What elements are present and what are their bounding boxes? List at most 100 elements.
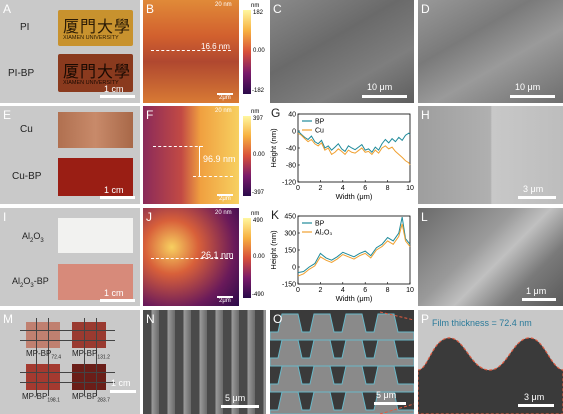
cb-unit: nm bbox=[251, 3, 260, 9]
scale-text: 1 cm bbox=[104, 288, 124, 298]
panel-label: I bbox=[3, 210, 7, 224]
cb-min: -490 bbox=[252, 292, 265, 298]
panel-k: K 0 2 4 6 8 10 450 300 150 0 -150 Width (μm) Height … bbox=[270, 208, 414, 306]
logo-cn: 厦門大學 bbox=[63, 62, 132, 81]
al2o3bp-sample bbox=[58, 264, 133, 300]
p-profile bbox=[418, 337, 563, 414]
scale-text: 5 μm bbox=[376, 390, 397, 400]
cb-mid: 0.00 bbox=[253, 254, 265, 260]
panel-g: G 0 2 4 6 8 10 40 0 -40 -80 -120 Width (μm) Height (… bbox=[270, 106, 414, 204]
scale-bar bbox=[217, 93, 233, 95]
y-tick-label: 0 bbox=[292, 265, 296, 272]
panel-label: G bbox=[271, 106, 281, 120]
measure-text: 26.1 nm bbox=[201, 250, 234, 260]
scale-bar bbox=[362, 95, 407, 98]
series-line-1 bbox=[297, 132, 411, 166]
panel-label: H bbox=[421, 108, 430, 122]
al2o3-label: Al2O3 bbox=[22, 231, 44, 244]
panel-label: M bbox=[3, 312, 13, 326]
y-tick-label: 0 bbox=[292, 129, 296, 136]
logo-en: XIAMEN UNIVERSITY bbox=[63, 80, 119, 86]
panel-a: A PI PI-BP 厦門大學 XIAMEN UNIVERSITY 厦門大學 X… bbox=[0, 0, 140, 103]
cb-mid: 0.00 bbox=[253, 152, 265, 158]
scale-text: 1 cm bbox=[111, 378, 131, 388]
scale-bar bbox=[522, 298, 556, 301]
legend-label: BP bbox=[315, 221, 325, 228]
panel-label: A bbox=[3, 2, 12, 16]
panel-label: D bbox=[421, 2, 430, 16]
cubp-sample bbox=[58, 158, 133, 196]
scale-bar bbox=[110, 390, 136, 393]
pi-sample: 厦門大學 XIAMEN UNIVERSITY bbox=[58, 10, 133, 46]
panel-label: N bbox=[146, 312, 155, 326]
sample-1 bbox=[26, 322, 60, 348]
y-tick-label: -120 bbox=[282, 180, 296, 187]
colorbar bbox=[243, 218, 251, 298]
x-axis-label: Width (μm) bbox=[336, 192, 373, 201]
legend-label: Cu bbox=[315, 128, 324, 135]
sample-4-label: MP-BP283.7 bbox=[72, 392, 110, 404]
panel-label: C bbox=[273, 2, 282, 16]
grid-line bbox=[48, 318, 49, 396]
cb-min: -182 bbox=[252, 88, 265, 94]
y-tick-label: -40 bbox=[286, 146, 296, 153]
panel-label: B bbox=[146, 2, 155, 16]
scale-bottom: 2μm bbox=[219, 298, 231, 304]
panel-o: O 5 μm bbox=[270, 310, 414, 414]
scale-bar bbox=[217, 296, 233, 298]
measure-line bbox=[151, 50, 231, 51]
scale-text: 3 μm bbox=[524, 392, 545, 402]
sample-2 bbox=[72, 322, 106, 348]
scale-bar bbox=[518, 196, 556, 199]
panel-p: P Film thickness = 72.4 nm 3 μm bbox=[418, 310, 563, 414]
logo-cn: 厦門大學 bbox=[63, 17, 132, 36]
cu-label: Cu bbox=[20, 124, 33, 135]
sample-3 bbox=[26, 364, 60, 390]
panel-e: E Cu Cu-BP 1 cm bbox=[0, 106, 140, 204]
panel-b: B 20 nm 16.6 nm 2μm nm 182 0.00 -182 bbox=[143, 0, 266, 103]
scale-text: 10 μm bbox=[515, 82, 541, 92]
grid-line bbox=[20, 382, 115, 383]
y-tick-label: 450 bbox=[284, 214, 296, 221]
pibp-label: PI-BP bbox=[8, 68, 35, 79]
x-tick-label: 10 bbox=[406, 185, 414, 192]
panel-label: O bbox=[273, 312, 283, 326]
cb-unit: nm bbox=[251, 211, 260, 217]
x-tick-label: 0 bbox=[296, 185, 300, 192]
grid-line bbox=[20, 340, 115, 341]
film-thickness: Film thickness = 72.4 nm bbox=[432, 318, 532, 328]
measure-text: 96.9 nm bbox=[203, 154, 236, 164]
sample-1-label: MP-BP72.4 bbox=[26, 349, 62, 361]
x-axis-label: Width (μm) bbox=[336, 294, 373, 303]
scale-top: 20 nm bbox=[215, 108, 232, 114]
scale-bar bbox=[221, 405, 259, 408]
scale-top: 20 nm bbox=[215, 210, 232, 216]
x-tick-label: 6 bbox=[363, 185, 367, 192]
x-tick-label: 2 bbox=[318, 185, 322, 192]
cb-max: 182 bbox=[253, 10, 264, 16]
afm-image bbox=[143, 208, 239, 306]
scale-bar bbox=[374, 402, 406, 405]
y-tick-label: 300 bbox=[284, 231, 296, 238]
x-tick-label: 4 bbox=[341, 185, 345, 192]
panel-label: L bbox=[421, 210, 428, 224]
legend-label: Al₂O₃ bbox=[315, 230, 332, 237]
y-axis-label: Height (nm) bbox=[270, 128, 278, 168]
grid-line bbox=[96, 318, 97, 396]
measure-line bbox=[151, 258, 233, 259]
cubp-label: Cu-BP bbox=[12, 171, 42, 182]
grid-line bbox=[84, 318, 85, 396]
grid-line bbox=[36, 318, 37, 396]
pibp-sample: 厦門大學 XIAMEN UNIVERSITY bbox=[58, 54, 133, 92]
panel-label: F bbox=[146, 108, 154, 122]
x-tick-label: 10 bbox=[406, 287, 414, 294]
cb-min: -397 bbox=[252, 190, 265, 196]
chart-g: 0 2 4 6 8 10 40 0 -40 -80 -120 Width (μm) Height (nm… bbox=[270, 112, 414, 202]
measure-line-top bbox=[153, 146, 203, 147]
measure-text: 16.6 nm bbox=[201, 42, 230, 51]
scale-bar bbox=[217, 194, 233, 196]
panel-j: J 20 nm 26.1 nm 2μm nm 490 0.00 -490 bbox=[143, 208, 266, 306]
scale-text: 10 μm bbox=[367, 82, 393, 92]
panel-label: J bbox=[146, 210, 152, 224]
